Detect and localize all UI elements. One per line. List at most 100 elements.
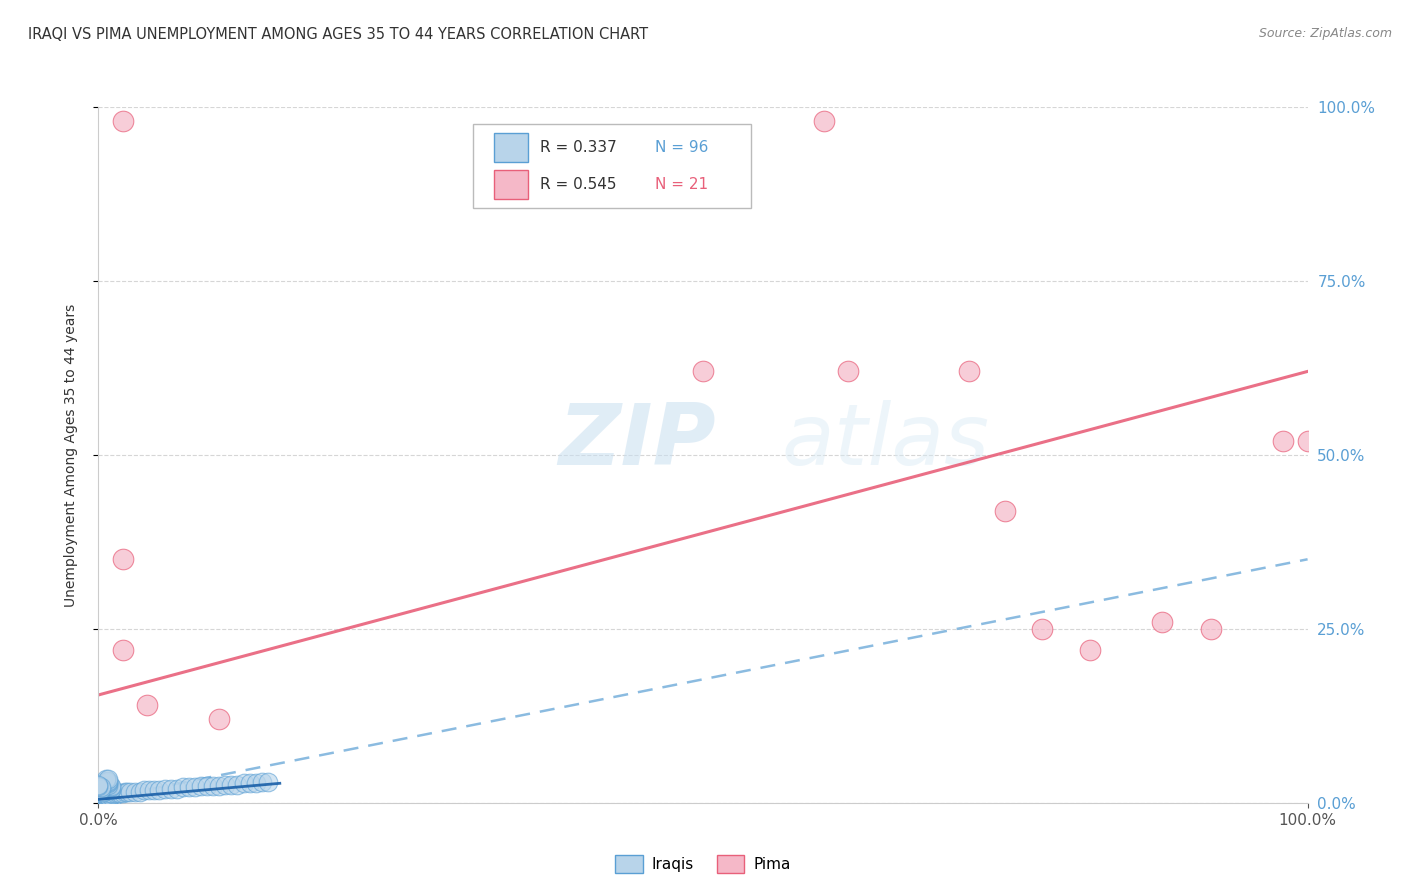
Point (1152, 615, 1174, 629)
Point (87, 793, 110, 807)
Point (160, 781, 183, 796)
Point (87, 790, 110, 805)
FancyBboxPatch shape (494, 133, 527, 162)
Point (184, 780, 207, 795)
Point (128, 785, 150, 799)
Point (190, 779, 212, 793)
Point (87, 778, 110, 792)
Point (100, 789, 122, 803)
Point (94, 772, 117, 786)
Point (97, 775, 120, 789)
Point (1031, 622, 1053, 636)
Point (172, 780, 194, 795)
Point (135, 698, 157, 713)
Point (1296, 434, 1319, 448)
Point (94, 776, 117, 790)
Text: R = 0.337: R = 0.337 (540, 140, 631, 155)
Point (118, 785, 141, 799)
Text: IRAQI VS PIMA UNEMPLOYMENT AMONG AGES 35 TO 44 YEARS CORRELATION CHART: IRAQI VS PIMA UNEMPLOYMENT AMONG AGES 35… (28, 27, 648, 42)
Point (94, 779, 117, 793)
Point (97, 796, 120, 810)
Point (94, 775, 117, 789)
Point (87, 783, 110, 797)
Point (87, 789, 110, 803)
Point (957, 364, 980, 378)
Point (1078, 642, 1101, 657)
Point (97, 786, 120, 800)
Point (90, 793, 112, 807)
Point (90, 781, 112, 796)
Point (87, 786, 110, 800)
Point (90, 790, 112, 805)
Point (100, 786, 122, 800)
Y-axis label: Unemployment Among Ages 35 to 44 years: Unemployment Among Ages 35 to 44 years (63, 303, 77, 607)
Point (114, 785, 136, 799)
Point (87, 794, 110, 808)
Point (107, 786, 129, 800)
Point (94, 773, 117, 788)
Point (245, 776, 267, 790)
Point (90, 789, 112, 803)
Point (101, 788, 124, 802)
Point (239, 776, 262, 790)
Point (100, 796, 122, 810)
Point (91, 785, 114, 799)
Point (90, 794, 112, 808)
Point (994, 503, 1017, 517)
Point (97, 789, 120, 803)
Point (97, 772, 120, 786)
Point (90, 780, 112, 795)
Point (90, 785, 112, 799)
Point (94, 780, 117, 795)
Point (153, 781, 176, 796)
Point (166, 781, 188, 796)
Text: Source: ZipAtlas.com: Source: ZipAtlas.com (1258, 27, 1392, 40)
Point (124, 785, 146, 799)
Point (91, 783, 114, 797)
Point (90, 791, 112, 805)
Point (208, 779, 231, 793)
Point (250, 775, 273, 789)
Point (148, 783, 170, 797)
Point (111, 114, 134, 128)
Point (94, 783, 117, 797)
Point (111, 642, 134, 657)
Point (837, 364, 859, 378)
Point (94, 794, 117, 808)
Text: R = 0.545: R = 0.545 (540, 177, 631, 192)
Point (1272, 434, 1295, 448)
Point (117, 785, 139, 799)
Point (87, 779, 110, 793)
Text: N = 96: N = 96 (655, 140, 709, 155)
Point (94, 778, 117, 792)
Point (91, 793, 114, 807)
Point (87, 791, 110, 805)
Point (90, 788, 112, 802)
Point (100, 779, 122, 793)
Point (94, 781, 117, 796)
Point (87, 796, 110, 810)
Point (232, 776, 254, 790)
Point (138, 783, 160, 797)
Point (90, 796, 112, 810)
Point (692, 364, 714, 378)
Point (1199, 622, 1222, 636)
Point (202, 779, 225, 793)
Point (100, 783, 122, 797)
Point (87, 788, 110, 802)
Point (100, 780, 122, 795)
FancyBboxPatch shape (474, 124, 751, 208)
Point (256, 775, 278, 789)
Point (226, 778, 249, 792)
Point (91, 791, 114, 805)
Point (91, 790, 114, 805)
Point (195, 779, 218, 793)
Point (90, 786, 112, 800)
Point (94, 790, 117, 805)
Point (97, 780, 120, 795)
Point (91, 794, 114, 808)
Point (87, 781, 110, 796)
Point (111, 786, 134, 800)
Point (97, 783, 120, 797)
Point (90, 783, 112, 797)
